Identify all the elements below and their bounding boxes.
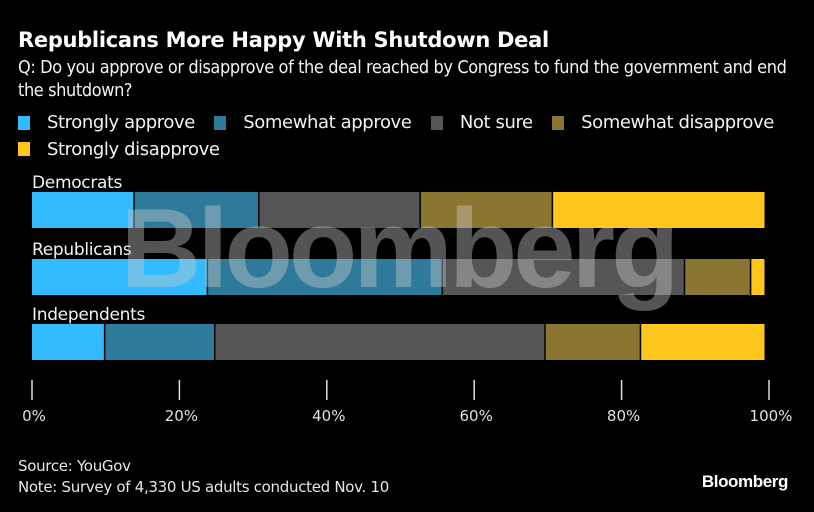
legend-swatch	[18, 115, 30, 130]
bar-segment	[545, 324, 640, 360]
bloomberg-watermark: Bloomberg	[120, 186, 675, 311]
chart-subtitle: Q: Do you approve or disapprove of the d…	[18, 57, 787, 101]
note-text: Note: Survey of 4,330 US adults conducte…	[18, 478, 389, 496]
x-tick-label: 20%	[165, 407, 198, 425]
legend-label: Somewhat approve	[243, 112, 412, 133]
legend-item-not-sure: Not sure	[430, 110, 533, 135]
bar-segment	[32, 259, 207, 295]
x-tick-label: 0%	[22, 407, 46, 425]
x-tick-label: 100%	[750, 407, 793, 425]
legend-swatch	[430, 115, 443, 130]
bar-segment	[421, 192, 552, 228]
bar-segment	[215, 324, 545, 360]
legend-item-strongly-disapprove: Strongly disapprove	[18, 137, 220, 162]
legend-item-strongly-approve: Strongly approve	[18, 110, 195, 135]
bar-segment	[443, 259, 684, 295]
source-note: Source: YouGov Note: Survey of 4,330 US …	[18, 456, 389, 498]
category-label: Independents	[32, 305, 145, 325]
legend-label: Not sure	[459, 112, 533, 133]
category-label: Democrats	[32, 173, 123, 193]
category-label: Republicans	[32, 240, 132, 260]
legend-label: Somewhat disapprove	[581, 112, 774, 133]
bar-segment	[32, 324, 104, 360]
legend-swatch	[552, 115, 565, 130]
x-axis: 0% 20% 40% 60% 80% 100%	[22, 380, 792, 425]
bar-segment	[553, 192, 765, 228]
bar-segment	[134, 192, 259, 228]
legend-label: Strongly disapprove	[47, 138, 220, 160]
stacked-bar-chart: Democrats Republicans Independents 0% 20% 40…	[22, 173, 792, 425]
bar-segment	[32, 192, 134, 228]
legend-label: Strongly approve	[47, 112, 195, 133]
legend: Strongly approve Somewhat approve Not su…	[18, 110, 808, 163]
bar-segment	[208, 259, 442, 295]
source-text: Source: YouGov	[18, 457, 131, 475]
chart-title: Republicans More Happy With Shutdown Dea…	[18, 28, 549, 52]
bar-segment	[685, 259, 750, 295]
legend-swatch	[214, 115, 227, 130]
category-labels: Democrats Republicans Independents	[32, 173, 146, 325]
legend-item-somewhat-disapprove: Somewhat disapprove	[552, 110, 774, 135]
bar-segment	[105, 324, 214, 360]
legend-swatch	[18, 142, 30, 156]
legend-item-somewhat-approve: Somewhat approve	[214, 110, 412, 135]
x-tick-label: 60%	[460, 407, 493, 425]
bar-segment	[751, 259, 765, 295]
x-tick-label: 40%	[312, 407, 345, 425]
bar-segment	[641, 324, 765, 360]
x-tick-label: 80%	[607, 407, 640, 425]
bar-segment	[259, 192, 420, 228]
bars-layer	[32, 192, 765, 360]
bloomberg-logo: Bloomberg	[701, 472, 789, 491]
